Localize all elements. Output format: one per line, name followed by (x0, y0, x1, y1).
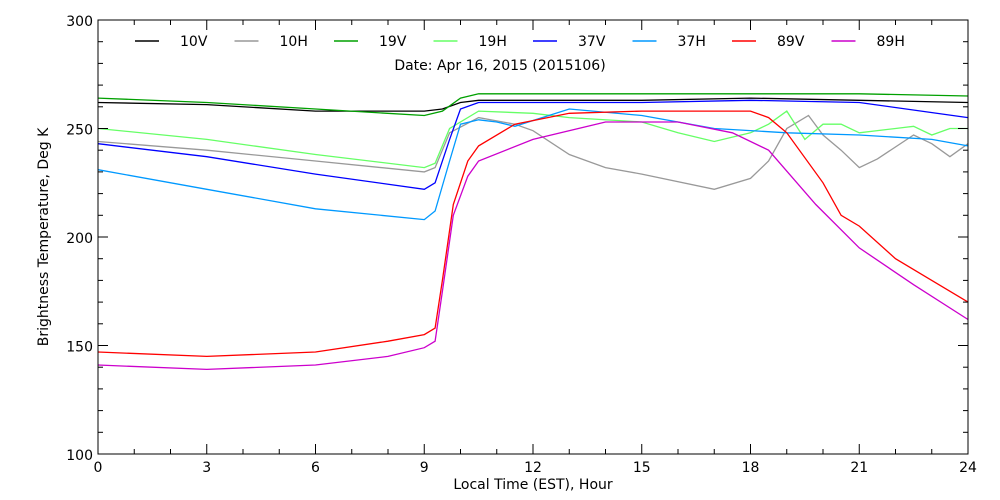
x-tick-label: 3 (202, 460, 211, 476)
series-line-10V (97, 97, 969, 112)
y-tick-label: 250 (66, 123, 93, 139)
x-tick-label: 15 (633, 460, 651, 476)
chart-title: Date: Apr 16, 2015 (2015106) (394, 58, 605, 74)
series-line-89V (97, 110, 969, 358)
legend-label: 10V (180, 34, 208, 50)
y-tick-label: 150 (66, 340, 93, 356)
y-tick-label: 100 (66, 448, 93, 464)
y-tick-label: 200 (66, 231, 93, 247)
y-tick-label: 300 (66, 14, 93, 30)
legend-label: 19H (479, 34, 507, 50)
series-line-19H (97, 110, 968, 169)
series-line-37H (97, 108, 969, 221)
x-tick-label: 9 (420, 460, 429, 476)
series-line-37V (97, 99, 969, 190)
legend-label: 89H (877, 34, 905, 50)
legend-label: 37H (678, 34, 706, 50)
series-line-89H (97, 121, 969, 371)
x-tick-label: 18 (742, 460, 760, 476)
x-tick-label: 24 (959, 460, 977, 476)
plot-frame (97, 19, 969, 455)
x-tick-label: 21 (850, 460, 868, 476)
series-line-10H (97, 114, 969, 190)
x-axis-label: Local Time (EST), Hour (453, 477, 613, 493)
legend-label: 37V (578, 34, 606, 50)
x-tick-label: 0 (94, 460, 103, 476)
x-tick-label: 6 (311, 460, 320, 476)
legend-label: 10H (280, 34, 308, 50)
y-axis-label: Brightness Temperature, Deg K (36, 127, 52, 346)
legend-label: 19V (379, 34, 407, 50)
series-line-19V (97, 93, 969, 117)
x-tick-label: 12 (524, 460, 542, 476)
legend-label: 89V (777, 34, 805, 50)
